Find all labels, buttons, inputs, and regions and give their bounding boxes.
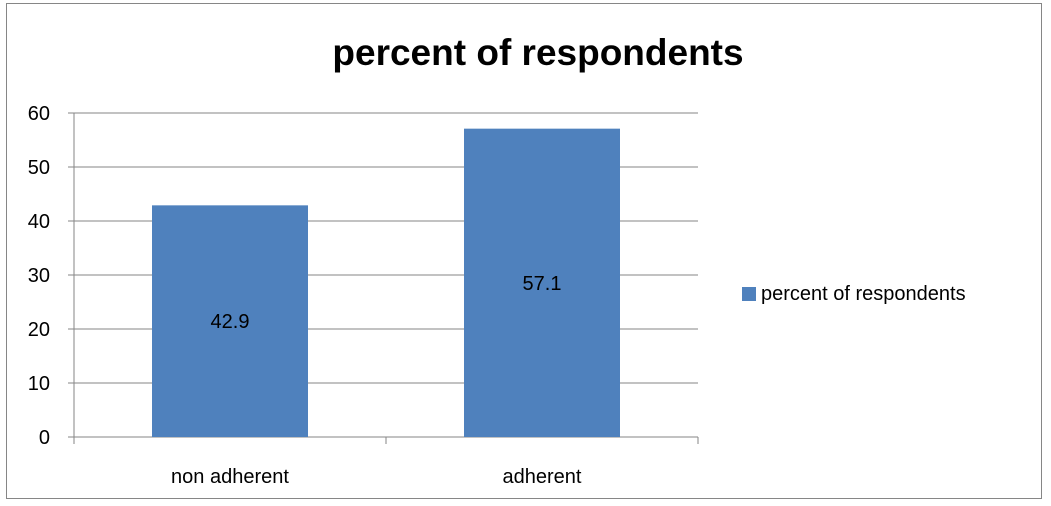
bars (152, 128, 620, 437)
x-tick-label: adherent (503, 466, 582, 488)
legend: percent of respondents (742, 283, 966, 305)
y-tick-label: 30 (28, 265, 50, 287)
data-label: 42.9 (211, 311, 250, 333)
y-tick-label: 20 (28, 319, 50, 341)
bar (464, 128, 620, 437)
data-label: 57.1 (523, 273, 562, 295)
legend-label: percent of respondents (761, 283, 966, 305)
y-tick-label: 60 (28, 103, 50, 125)
y-tick-label: 40 (28, 211, 50, 233)
x-tick-label: non adherent (171, 466, 289, 488)
y-tick-label: 10 (28, 373, 50, 395)
chart-title: percent of respondents (332, 32, 743, 73)
data-labels: 42.9 57.1 (211, 273, 562, 333)
legend-swatch (742, 287, 756, 301)
y-tick-label: 0 (39, 427, 50, 449)
y-tick-label: 50 (28, 157, 50, 179)
bar (152, 205, 308, 437)
